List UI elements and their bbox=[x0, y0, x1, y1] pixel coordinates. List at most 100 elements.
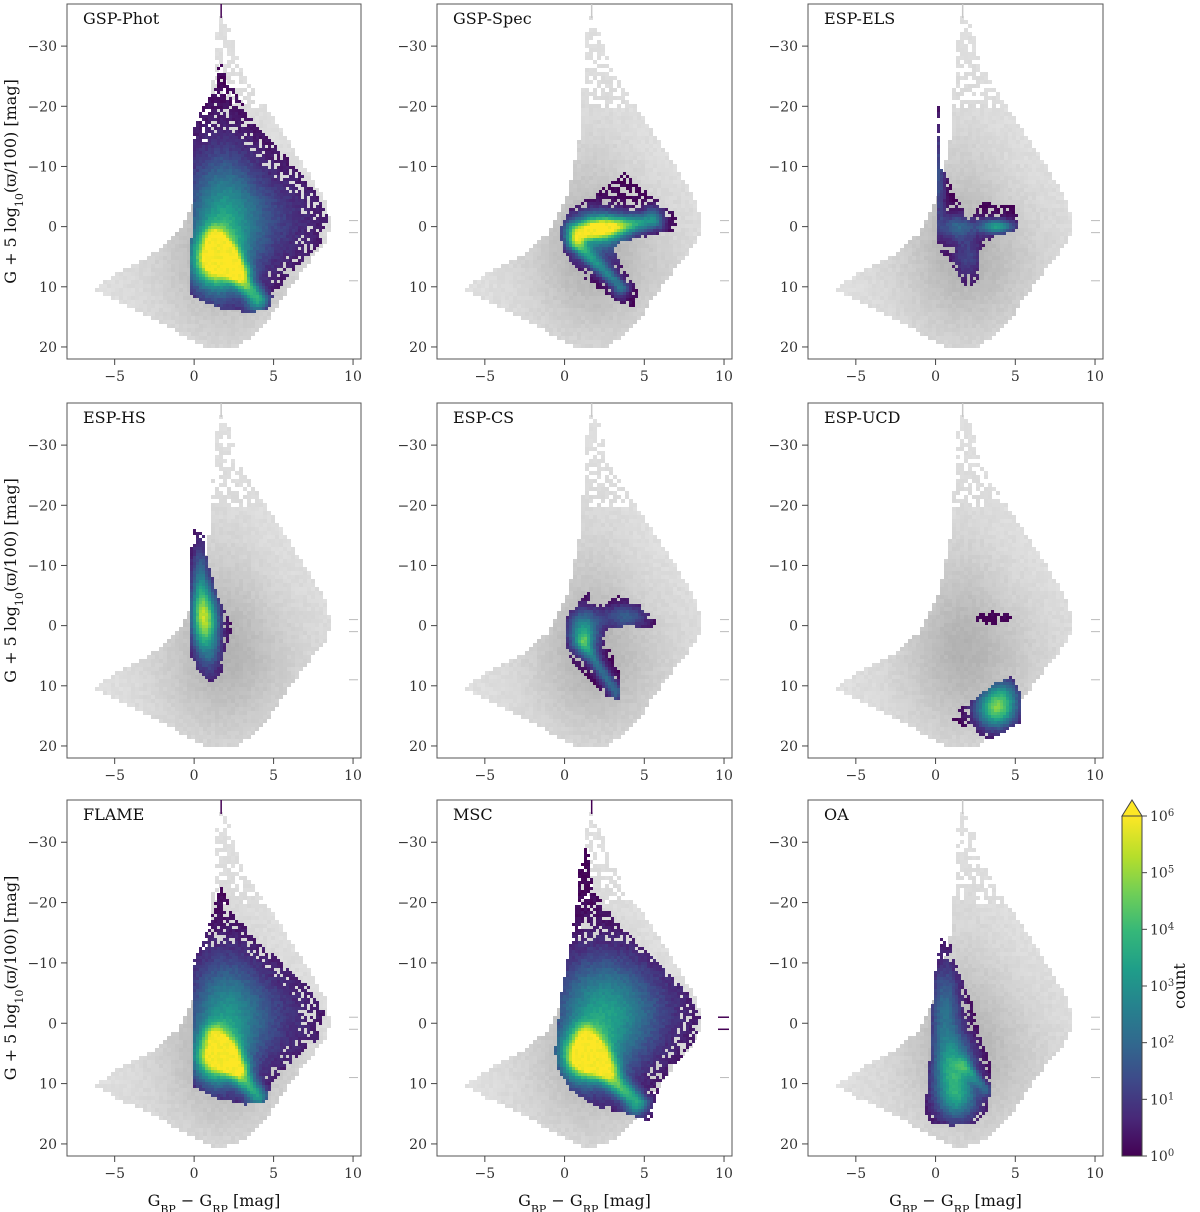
density-bin-289 bbox=[205, 211, 208, 214]
background-bin-88 bbox=[143, 264, 147, 268]
density-bin-593 bbox=[217, 292, 220, 295]
density-bin-628 bbox=[220, 169, 223, 172]
density-bin-90 bbox=[196, 166, 199, 169]
background-bin-1485 bbox=[267, 124, 271, 128]
background-bin-374 bbox=[191, 312, 195, 316]
background-bin-82 bbox=[139, 292, 143, 296]
background-bin-20 bbox=[115, 284, 119, 288]
background-bin-111 bbox=[147, 296, 151, 300]
background-bin-175 bbox=[163, 268, 167, 272]
density-bin-1363 bbox=[253, 175, 256, 178]
density-bin-1457 bbox=[256, 274, 259, 277]
density-bin-1173 bbox=[244, 163, 247, 166]
background-bin-281 bbox=[179, 316, 183, 320]
density-bin-315 bbox=[205, 289, 208, 292]
density-bin-200 bbox=[202, 124, 205, 127]
density-bin-580 bbox=[217, 253, 220, 256]
background-bin-248 bbox=[545, 296, 549, 300]
density-bin-626 bbox=[220, 163, 223, 166]
background-bin-1625 bbox=[275, 292, 279, 296]
density-bin-1874 bbox=[283, 196, 286, 199]
background-bin-128 bbox=[521, 304, 525, 308]
background-bin-624 bbox=[211, 336, 215, 340]
density-bin-126 bbox=[196, 274, 199, 277]
background-bin-43 bbox=[497, 276, 501, 280]
background-bin-1429 bbox=[263, 112, 267, 116]
density-bin-1751 bbox=[274, 199, 277, 202]
density-bin-705 bbox=[223, 175, 226, 178]
density-bin-295 bbox=[205, 229, 208, 232]
density-bin-1331 bbox=[250, 265, 253, 268]
background-bin-1373 bbox=[259, 112, 263, 116]
background-bin-215 bbox=[171, 252, 175, 256]
background-bin-200 bbox=[537, 288, 541, 292]
background-bin-606 bbox=[581, 288, 585, 292]
density-bin-1526 bbox=[262, 136, 265, 139]
density-bin-1061 bbox=[238, 211, 241, 214]
background-bin-223 bbox=[541, 288, 545, 292]
density-bin-1335 bbox=[250, 277, 253, 280]
density-bin-1140 bbox=[241, 253, 244, 256]
density-bin-1385 bbox=[253, 241, 256, 244]
density-bin-1293 bbox=[250, 151, 253, 154]
density-bin-881 bbox=[229, 286, 232, 289]
background-bin-247 bbox=[545, 292, 549, 296]
density-bin-939 bbox=[232, 259, 235, 262]
background-bin-100 bbox=[143, 312, 147, 316]
density-bin-1431 bbox=[256, 196, 259, 199]
background-bin-836 bbox=[593, 328, 597, 332]
background-bin-758 bbox=[589, 304, 593, 308]
density-bin-142 bbox=[199, 139, 202, 142]
background-bin-244 bbox=[545, 280, 549, 284]
density-bin-658 bbox=[220, 259, 223, 262]
background-bin-579 bbox=[581, 180, 585, 184]
density-bin-1851 bbox=[280, 253, 283, 256]
density-bin-1318 bbox=[250, 226, 253, 229]
density-bin-1831 bbox=[280, 193, 283, 196]
density-bin-2068 bbox=[301, 259, 304, 262]
density-bin-1298 bbox=[250, 166, 253, 169]
background-bin-465 bbox=[573, 192, 577, 196]
background-bin-362 bbox=[561, 272, 565, 276]
density-bin-1008 bbox=[235, 256, 238, 259]
density-bin-805 bbox=[226, 265, 229, 268]
density-bin-64 bbox=[193, 265, 196, 268]
density-bin-1260 bbox=[247, 235, 250, 238]
density-bin-823 bbox=[229, 103, 232, 106]
density-bin-1927 bbox=[286, 247, 289, 250]
density-bin-780 bbox=[226, 190, 229, 193]
density-bin-1873 bbox=[283, 193, 286, 196]
density-bin-332 bbox=[208, 142, 211, 145]
background-bin-256 bbox=[175, 320, 179, 324]
density-bin-1511 bbox=[259, 268, 262, 271]
density-bin-603 bbox=[220, 88, 223, 91]
density-bin-586 bbox=[217, 271, 220, 274]
density-bin-612 bbox=[220, 121, 223, 124]
density-bin-1571 bbox=[262, 277, 265, 280]
background-bin-1063 bbox=[239, 72, 243, 76]
background-bin-241 bbox=[175, 260, 179, 264]
density-bin-1981 bbox=[292, 220, 295, 223]
density-bin-1110 bbox=[241, 163, 244, 166]
density-bin-6 bbox=[190, 256, 193, 259]
background-bin-322 bbox=[557, 248, 561, 252]
density-bin-485 bbox=[214, 196, 217, 199]
density-bin-2069 bbox=[304, 181, 307, 184]
density-bin-280 bbox=[205, 184, 208, 187]
density-bin-2145 bbox=[316, 217, 319, 220]
density-bin-1664 bbox=[268, 226, 271, 229]
density-bin-677 bbox=[223, 79, 226, 82]
density-bin-1992 bbox=[292, 253, 295, 256]
x-tick-label: 5 bbox=[269, 369, 278, 385]
density-bin-127 bbox=[196, 277, 199, 280]
background-bin-414 bbox=[565, 336, 569, 340]
density-bin-779 bbox=[226, 187, 229, 190]
background-bin-717 bbox=[219, 112, 223, 116]
background-bin-87 bbox=[143, 260, 147, 264]
background-bin-38 bbox=[123, 292, 127, 296]
density-bin-438 bbox=[211, 256, 214, 259]
background-bin-149 bbox=[529, 248, 533, 252]
density-bin-590 bbox=[217, 283, 220, 286]
background-bin-27 bbox=[489, 284, 493, 288]
background-bin-494 bbox=[573, 308, 577, 312]
